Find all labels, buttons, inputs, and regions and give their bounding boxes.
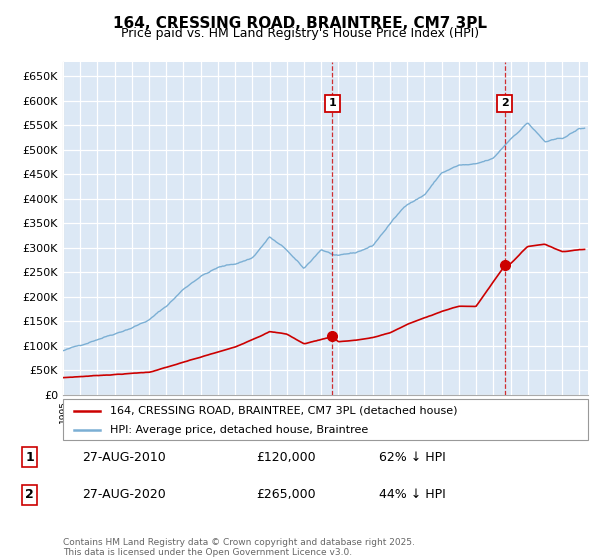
Text: 2: 2	[500, 98, 508, 108]
Bar	[332, 62, 505, 395]
Text: 1: 1	[329, 98, 336, 108]
Text: 164, CRESSING ROAD, BRAINTREE, CM7 3PL (detached house): 164, CRESSING ROAD, BRAINTREE, CM7 3PL (…	[110, 405, 458, 416]
Text: £265,000: £265,000	[256, 488, 316, 501]
Text: 27-AUG-2020: 27-AUG-2020	[82, 488, 166, 501]
Text: 27-AUG-2010: 27-AUG-2010	[82, 451, 166, 464]
Text: 44% ↓ HPI: 44% ↓ HPI	[379, 488, 445, 501]
Text: 2: 2	[25, 488, 34, 501]
Text: 164, CRESSING ROAD, BRAINTREE, CM7 3PL: 164, CRESSING ROAD, BRAINTREE, CM7 3PL	[113, 16, 487, 31]
Text: 62% ↓ HPI: 62% ↓ HPI	[379, 451, 445, 464]
Text: 1: 1	[25, 451, 34, 464]
Text: HPI: Average price, detached house, Braintree: HPI: Average price, detached house, Brai…	[110, 424, 368, 435]
Text: Price paid vs. HM Land Registry's House Price Index (HPI): Price paid vs. HM Land Registry's House …	[121, 27, 479, 40]
Text: Contains HM Land Registry data © Crown copyright and database right 2025.
This d: Contains HM Land Registry data © Crown c…	[63, 538, 415, 557]
Text: £120,000: £120,000	[256, 451, 316, 464]
